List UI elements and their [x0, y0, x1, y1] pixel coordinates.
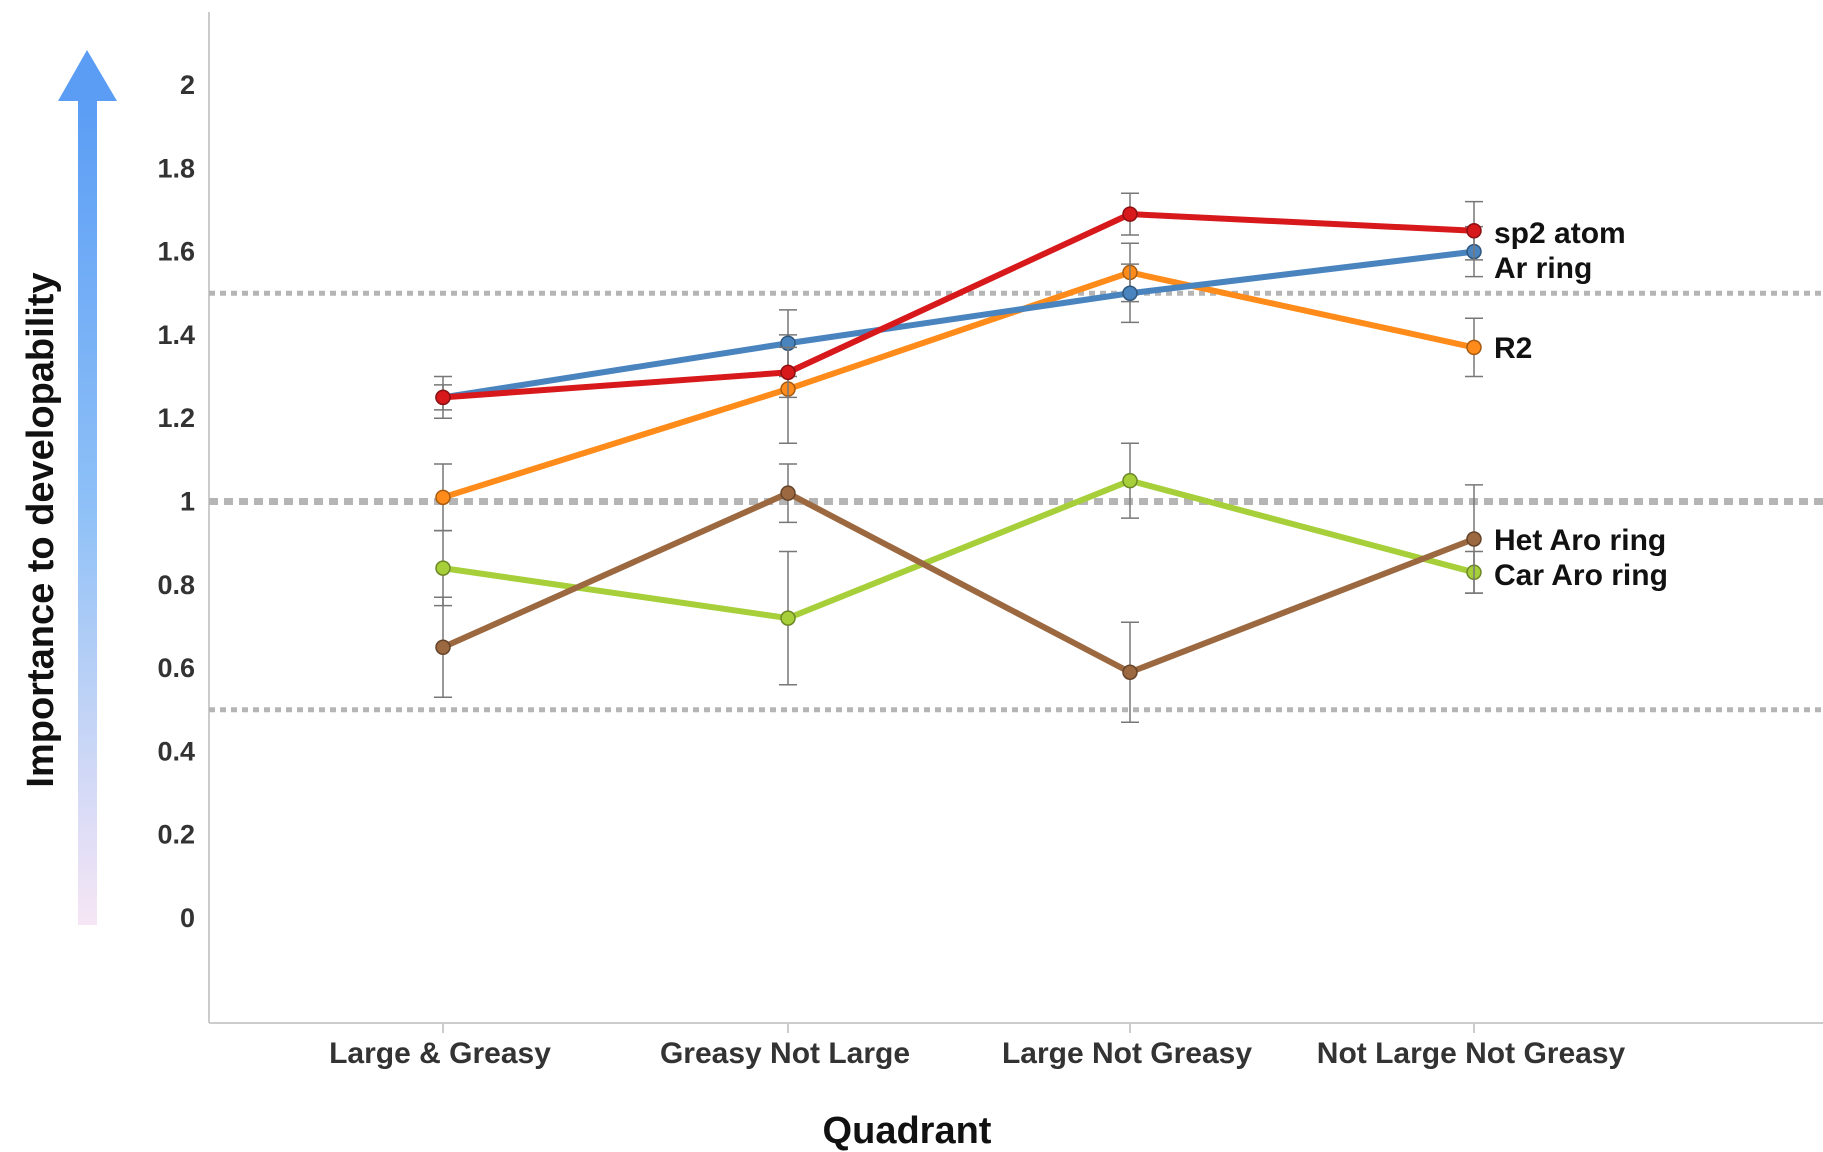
data-point [1122, 664, 1138, 681]
series-layer [434, 192, 1483, 723]
y-tick-label: 1.4 [157, 320, 195, 350]
data-point [780, 610, 796, 626]
series-line [442, 248, 1475, 401]
x-tick-label: Large & Greasy [329, 1037, 551, 1070]
y-tick-label: 1.6 [157, 237, 195, 267]
x-tick-labels: Large & Greasy Greasy Not Large Large Not … [329, 1023, 1626, 1070]
y-tick-label: 0.4 [157, 736, 195, 766]
data-point [435, 489, 451, 506]
y-tick-labels: 0 0.2 0.4 0.6 0.8 1 1.2 1.4 1.6 1.8 2 [157, 70, 195, 933]
y-tick-label: 1.2 [157, 403, 195, 433]
series-sp2-atom [434, 192, 1483, 419]
y-tick-label: 1 [180, 487, 195, 517]
y-tick-label: 0.6 [157, 653, 195, 683]
series-line [442, 477, 1475, 622]
series-het-aro-ring [434, 463, 1483, 723]
data-point [435, 389, 451, 406]
series-label: Ar ring [1494, 252, 1592, 285]
series-label: sp2 atom [1494, 217, 1626, 250]
data-point [435, 560, 451, 576]
series-ar-ring [434, 225, 1483, 411]
y-tick-label: 1.8 [157, 153, 195, 183]
data-point [1122, 285, 1138, 301]
data-point [1122, 206, 1138, 222]
y-tick-label: 2 [180, 70, 195, 100]
series-line [442, 269, 1475, 501]
series-label: Car Aro ring [1494, 559, 1668, 592]
y-axis-title: Importance to developability [20, 272, 62, 787]
y-tick-label: 0 [180, 903, 195, 933]
series-line [442, 211, 1475, 401]
series-label: Het Aro ring [1494, 524, 1666, 557]
data-point [1122, 472, 1138, 489]
series-car-aro-ring [434, 442, 1483, 686]
data-point [780, 485, 796, 501]
x-tick-label: Not Large Not Greasy [1317, 1037, 1626, 1070]
data-point [1466, 339, 1482, 356]
data-point [1466, 531, 1482, 547]
series-label: R2 [1494, 332, 1532, 365]
x-axis-title: Quadrant [823, 1110, 992, 1152]
x-tick-label: Large Not Greasy [1002, 1037, 1252, 1070]
series-line [441, 490, 1476, 676]
data-point [1466, 223, 1482, 239]
reference-lines [209, 290, 1823, 713]
importance-arrow-shaft [78, 100, 97, 925]
x-tick-label: Greasy Not Large [660, 1037, 910, 1070]
y-tick-label: 0.8 [157, 570, 195, 600]
importance-arrow-head [58, 50, 117, 101]
y-tick-label: 0.2 [157, 820, 195, 850]
data-point [780, 364, 796, 381]
importance-arrow [58, 50, 117, 925]
data-point [435, 639, 451, 656]
